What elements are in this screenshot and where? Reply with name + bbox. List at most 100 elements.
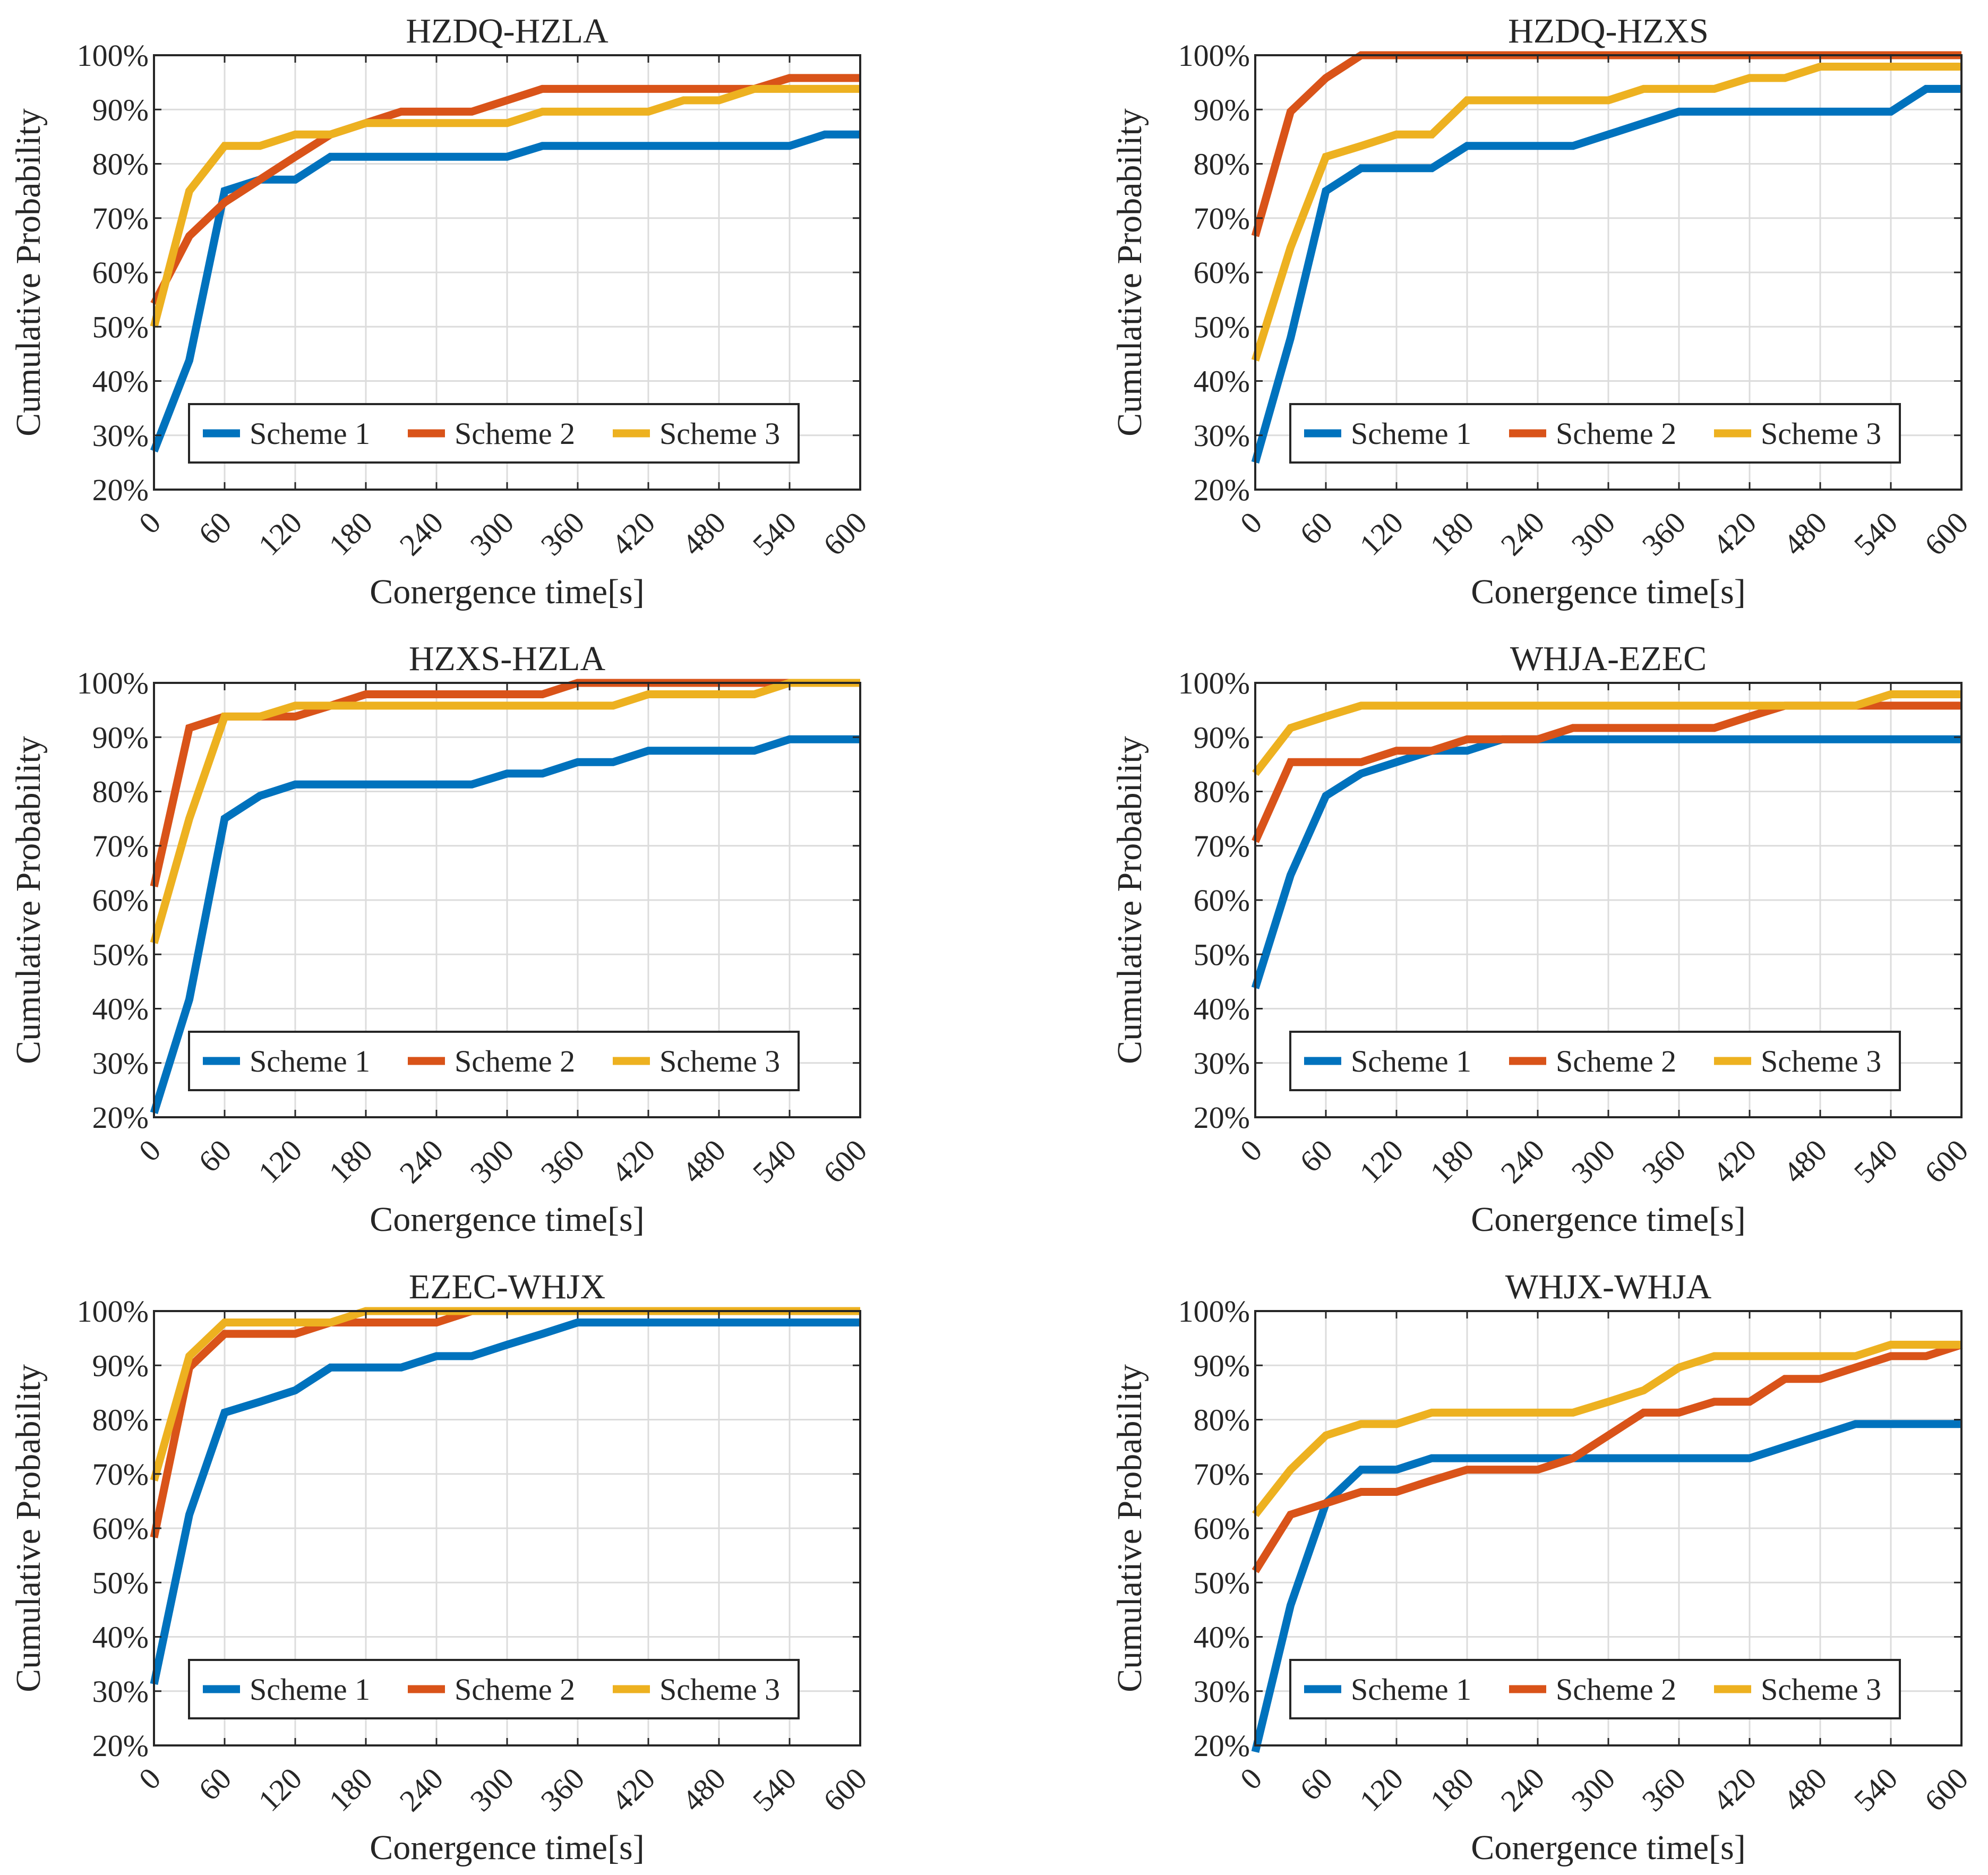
x-tick-label: 300 <box>1565 505 1622 562</box>
x-tick-label: 360 <box>534 1133 591 1189</box>
y-tick-label: 90% <box>92 1348 149 1383</box>
y-tick-label: 30% <box>1194 1046 1250 1081</box>
y-tick-label: 50% <box>92 937 149 972</box>
y-tick-label: 30% <box>92 1046 149 1081</box>
x-tick-label: 600 <box>817 1761 873 1818</box>
x-tick-label: 600 <box>817 1133 873 1189</box>
x-tick-label: 360 <box>534 1761 591 1818</box>
legend-label-1: Scheme 1 <box>1351 1672 1471 1707</box>
x-tick-label: 540 <box>746 1761 803 1818</box>
x-tick-label: 180 <box>322 505 379 562</box>
legend-label-2: Scheme 2 <box>1556 416 1676 451</box>
series-line-3 <box>150 84 860 328</box>
y-tick-label: 20% <box>1194 1100 1250 1135</box>
y-tick-label: 20% <box>92 1100 149 1135</box>
y-tick-label: 60% <box>1194 883 1250 918</box>
legend: Scheme 1 Scheme 2 Scheme 3 <box>1289 1031 1901 1091</box>
chart-title: WHJA-EZEC <box>1510 639 1707 678</box>
x-tick-label: 300 <box>1565 1133 1622 1189</box>
x-tick-label: 480 <box>675 505 732 562</box>
legend-label-3: Scheme 3 <box>659 1672 780 1707</box>
chart-title: HZDQ-HZLA <box>406 12 609 50</box>
x-tick-label: 480 <box>675 1761 732 1818</box>
x-tick-label: 240 <box>393 1761 450 1818</box>
x-tick-label: 480 <box>1777 505 1833 562</box>
chart-panel-4: 0 60 120 180 240 300 360 420 480 540 600 20% 30% 40% 5… <box>1110 639 1975 1239</box>
y-tick-label: 90% <box>1194 92 1250 127</box>
y-axis-label: Cumulative Probability <box>1110 108 1149 436</box>
x-tick-label: 180 <box>322 1761 379 1818</box>
x-tick-label: 420 <box>605 1761 662 1818</box>
y-tick-label: 80% <box>1194 775 1250 809</box>
series-line-1 <box>150 130 860 453</box>
x-tick-label: 240 <box>1494 1761 1551 1818</box>
x-axis-label: Conergence time[s] <box>370 572 644 611</box>
x-axis-label: Conergence time[s] <box>1471 1200 1745 1239</box>
x-tick-label: 360 <box>1635 1133 1692 1189</box>
x-tick-label: 60 <box>192 505 238 551</box>
legend-label-1: Scheme 1 <box>1351 416 1471 451</box>
y-tick-label: 80% <box>92 775 149 809</box>
x-tick-label: 60 <box>1293 1761 1339 1807</box>
x-tick-label: 420 <box>1706 1761 1763 1818</box>
x-tick-label: 120 <box>1353 1133 1410 1189</box>
x-tick-label: 60 <box>1293 1133 1339 1179</box>
y-tick-label: 40% <box>1194 1620 1250 1655</box>
chart-title: EZEC-WHJX <box>409 1268 605 1306</box>
y-tick-label: 20% <box>92 1728 149 1763</box>
legend-box <box>188 403 800 464</box>
x-tick-label: 300 <box>1565 1761 1622 1818</box>
series-line-1 <box>1251 1420 1961 1753</box>
x-tick-label: 360 <box>1635 505 1692 562</box>
y-tick-label: 100% <box>77 666 149 700</box>
x-tick-label: 480 <box>1777 1761 1833 1818</box>
legend: Scheme 1 Scheme 2 Scheme 3 <box>1289 1659 1901 1719</box>
x-tick-label: 0 <box>132 1761 167 1796</box>
y-tick-label: 20% <box>92 473 149 507</box>
y-tick-label: 40% <box>1194 992 1250 1026</box>
y-tick-label: 100% <box>77 38 149 73</box>
series-line-1 <box>150 735 860 1115</box>
y-tick-label: 30% <box>92 418 149 453</box>
y-tick-label: 60% <box>1194 255 1250 290</box>
x-tick-label: 240 <box>393 1133 450 1189</box>
y-axis-label: Cumulative Probability <box>1110 736 1149 1064</box>
legend: Scheme 1 Scheme 2 Scheme 3 <box>188 403 800 464</box>
x-tick-label: 420 <box>605 1133 662 1189</box>
legend-label-2: Scheme 2 <box>1556 1044 1676 1078</box>
chart-title: HZDQ-HZXS <box>1508 12 1709 50</box>
y-tick-label: 80% <box>92 1403 149 1437</box>
legend-label-3: Scheme 3 <box>1761 416 1881 451</box>
x-tick-label: 420 <box>1706 1133 1763 1189</box>
chart-panel-6: 0 60 120 180 240 300 360 420 480 540 600 20% 30% 40% 5… <box>1110 1268 1975 1867</box>
y-axis-label: Cumulative Probability <box>9 736 48 1064</box>
x-tick-label: 240 <box>1494 505 1551 562</box>
x-tick-label: 540 <box>746 1133 803 1189</box>
legend-box <box>188 1031 800 1091</box>
chart-title: WHJX-WHJA <box>1505 1268 1712 1306</box>
series-line-3 <box>1252 690 1961 776</box>
y-tick-label: 70% <box>1194 829 1250 863</box>
x-axis-label: Conergence time[s] <box>1471 572 1745 611</box>
y-tick-label: 40% <box>92 364 149 399</box>
chart-panel-1: 0 60 120 180 240 300 360 420 480 540 600 20% 30% 40% 5… <box>9 12 873 611</box>
y-tick-label: 100% <box>1178 1294 1250 1329</box>
x-tick-label: 60 <box>192 1133 238 1179</box>
x-tick-label: 300 <box>464 1761 520 1818</box>
legend: Scheme 1 Scheme 2 Scheme 3 <box>188 1659 800 1719</box>
x-tick-label: 120 <box>252 505 309 562</box>
x-tick-label: 240 <box>393 505 450 562</box>
x-axis-label: Conergence time[s] <box>370 1200 644 1239</box>
x-tick-label: 0 <box>132 505 167 540</box>
y-tick-label: 90% <box>1194 1348 1250 1383</box>
x-tick-label: 120 <box>252 1761 309 1818</box>
y-axis-label: Cumulative Probability <box>9 108 48 436</box>
legend-box <box>1289 1031 1901 1091</box>
legend: Scheme 1 Scheme 2 Scheme 3 <box>1289 403 1901 464</box>
y-tick-label: 60% <box>1194 1511 1250 1546</box>
x-tick-label: 540 <box>746 505 803 562</box>
y-axis-label: Cumulative Probability <box>1110 1364 1149 1692</box>
x-tick-label: 0 <box>1233 1133 1269 1168</box>
y-tick-label: 30% <box>1194 1674 1250 1709</box>
